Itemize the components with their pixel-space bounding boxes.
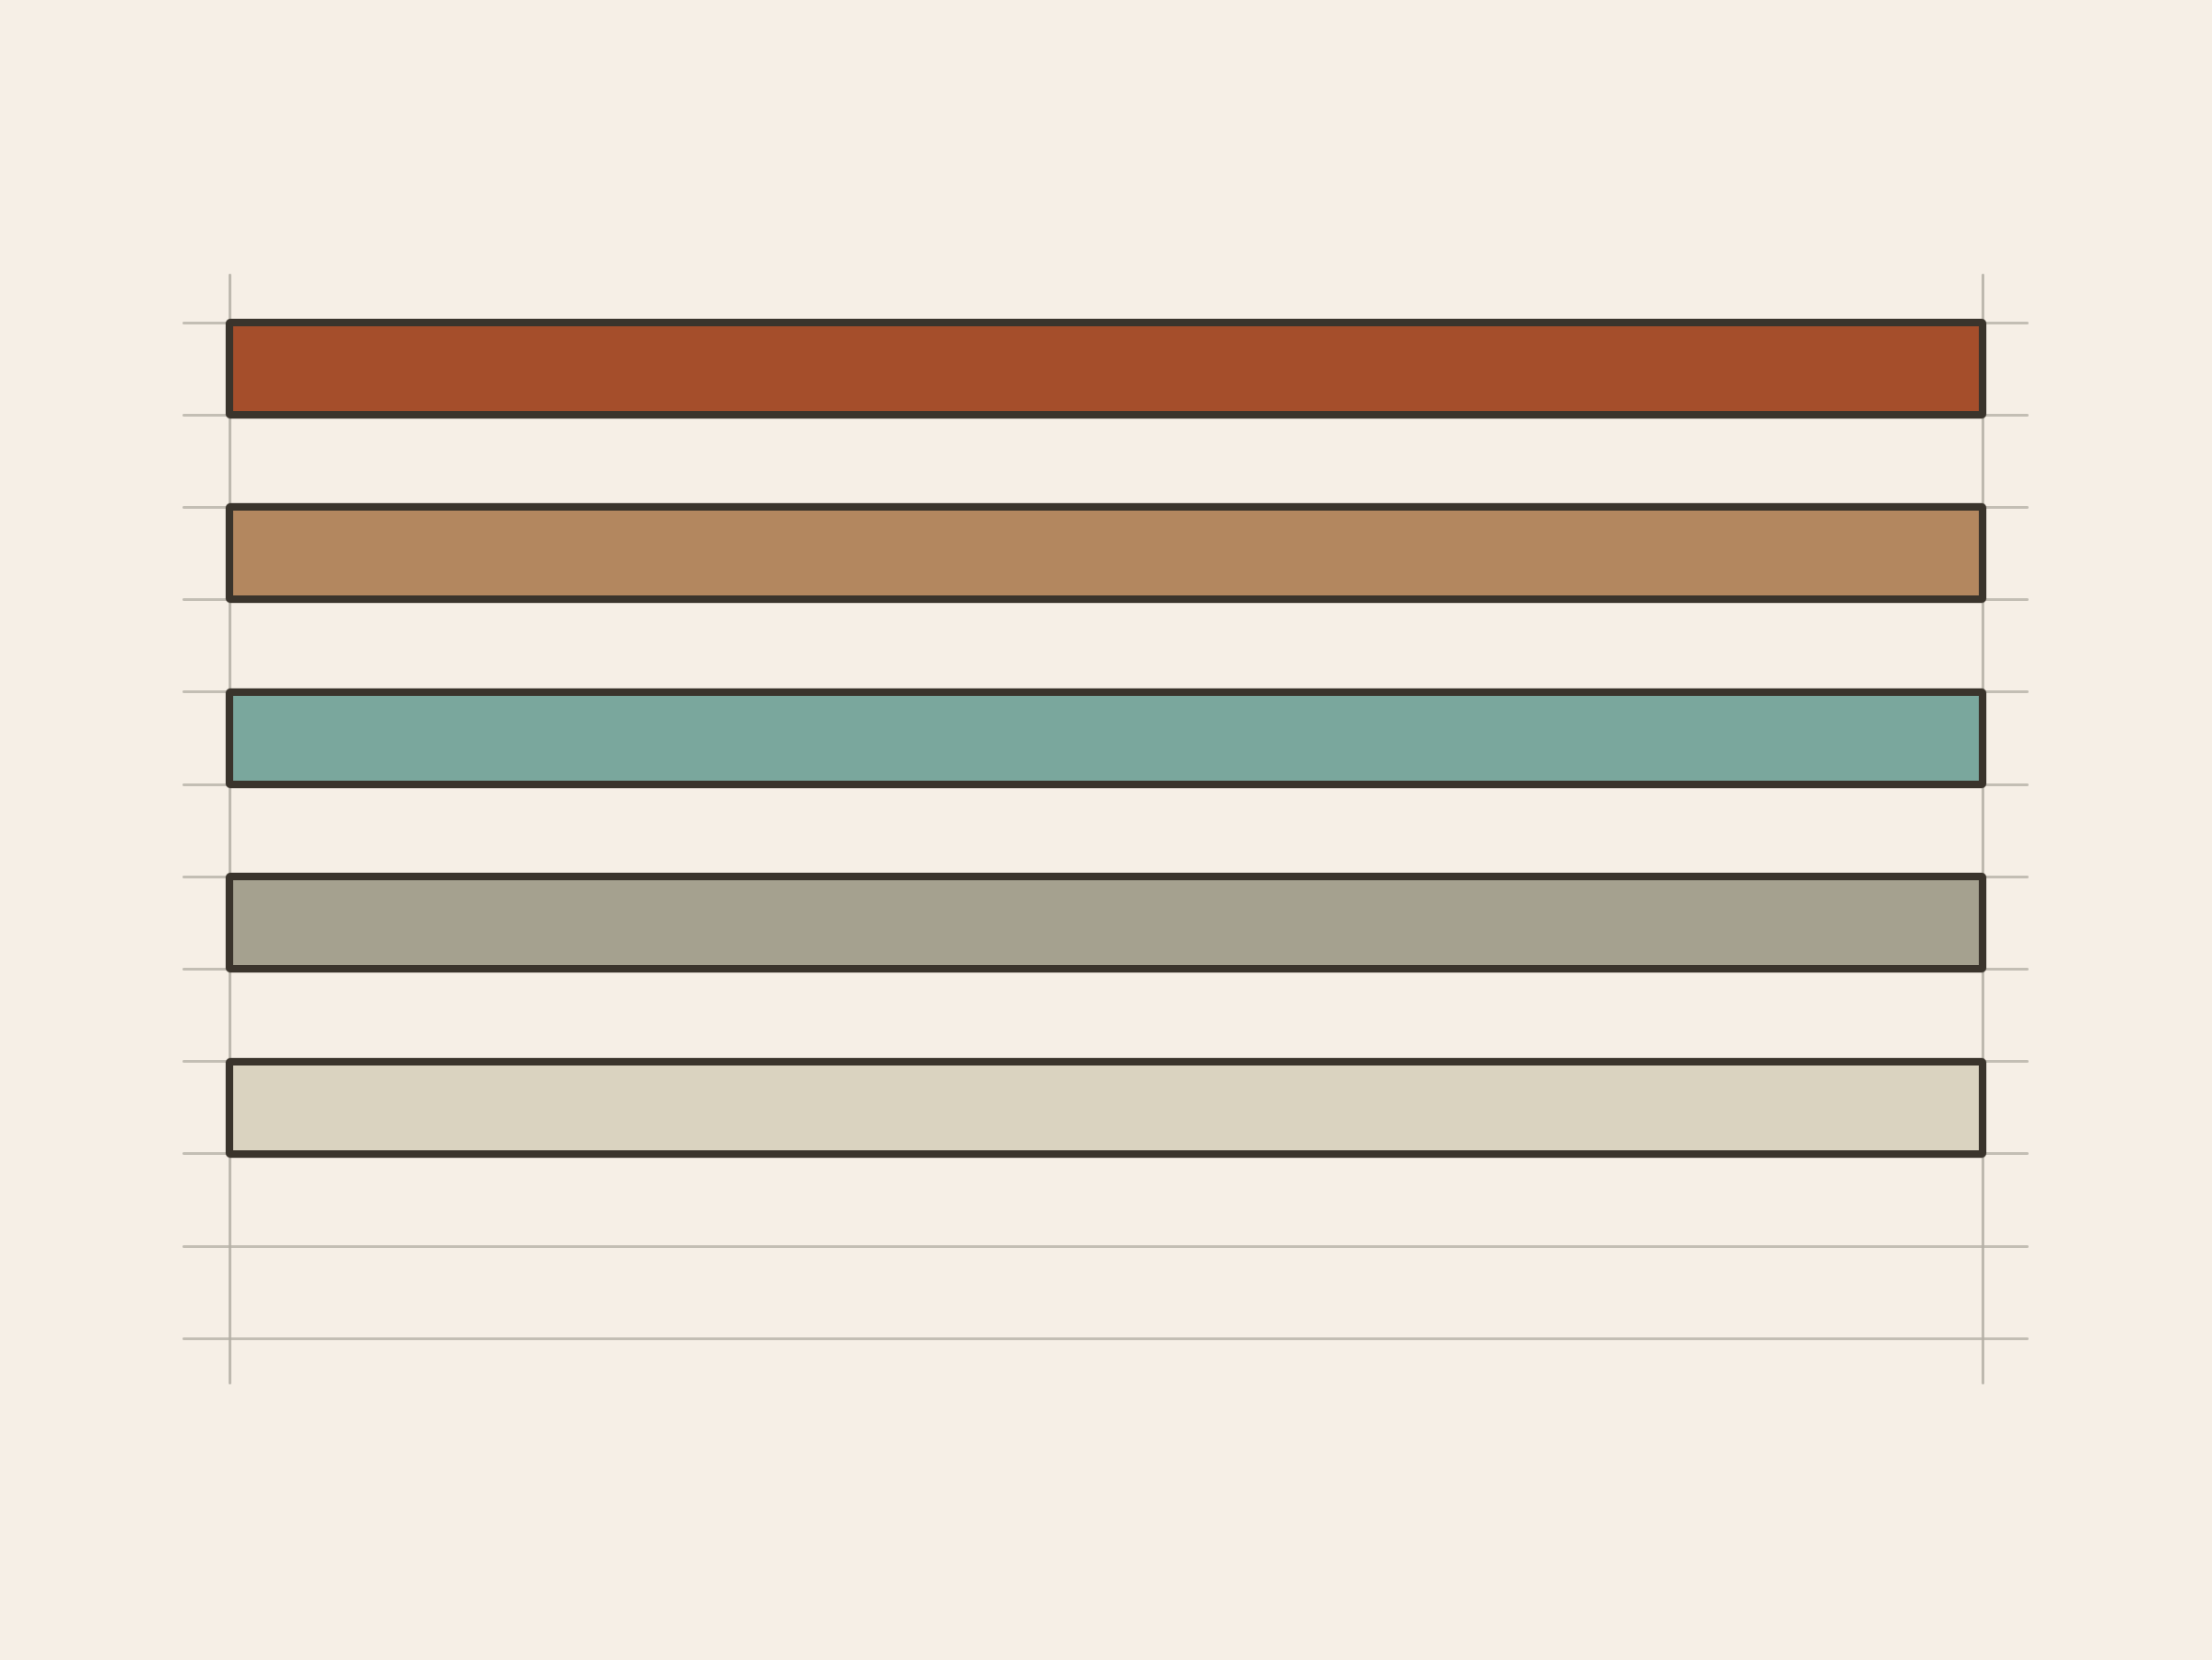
- left-axis-line: [228, 274, 231, 1384]
- right-axis-line: [1981, 274, 1984, 1384]
- bar-1: [226, 319, 1986, 418]
- bar-5: [226, 1057, 1986, 1158]
- gridline-h: [182, 1244, 2029, 1248]
- bar-2: [226, 503, 1986, 604]
- gridline-h: [182, 1336, 2029, 1340]
- bar-4: [226, 873, 1986, 973]
- bar-3: [226, 688, 1986, 788]
